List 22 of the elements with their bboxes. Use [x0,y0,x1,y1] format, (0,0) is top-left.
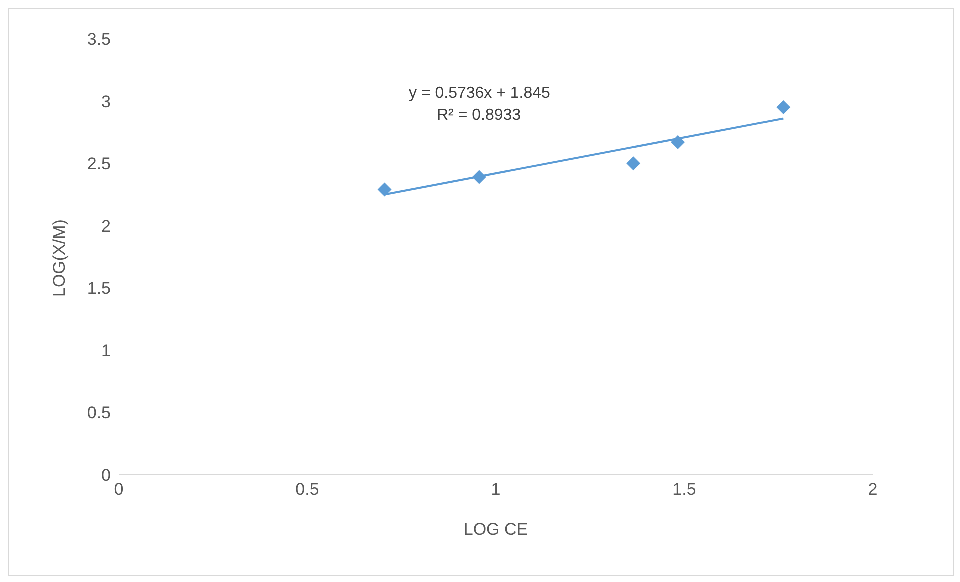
x-tick-label: 0.5 [296,480,320,500]
y-tick-label: 0 [102,466,111,486]
y-tick-label: 1.5 [87,279,111,298]
point [671,135,686,150]
y-tick-label: 2.5 [87,154,111,174]
x-tick-label: 1.5 [672,480,696,500]
annotation: y = 0.5736x + 1.845 [409,85,550,103]
y-tick-label: 0.5 [87,404,111,423]
x-tick-label: 0 [114,480,124,500]
point [472,170,486,184]
y-tick-label: 3 [102,92,111,112]
point [626,156,641,171]
x-axis-title: LOG CE [464,520,528,539]
x-tick-label: 1 [491,480,501,500]
annotation: R² = 0.8933 [437,107,522,125]
y-axis-title: LOG(X/M) [50,220,70,297]
y-tick-label: 2 [102,216,111,236]
y-tick-label: 1 [102,341,111,360]
y-tick-label: 3.5 [87,30,111,50]
point [378,182,392,197]
point [776,100,791,115]
x-tick-label: 2 [868,480,878,500]
